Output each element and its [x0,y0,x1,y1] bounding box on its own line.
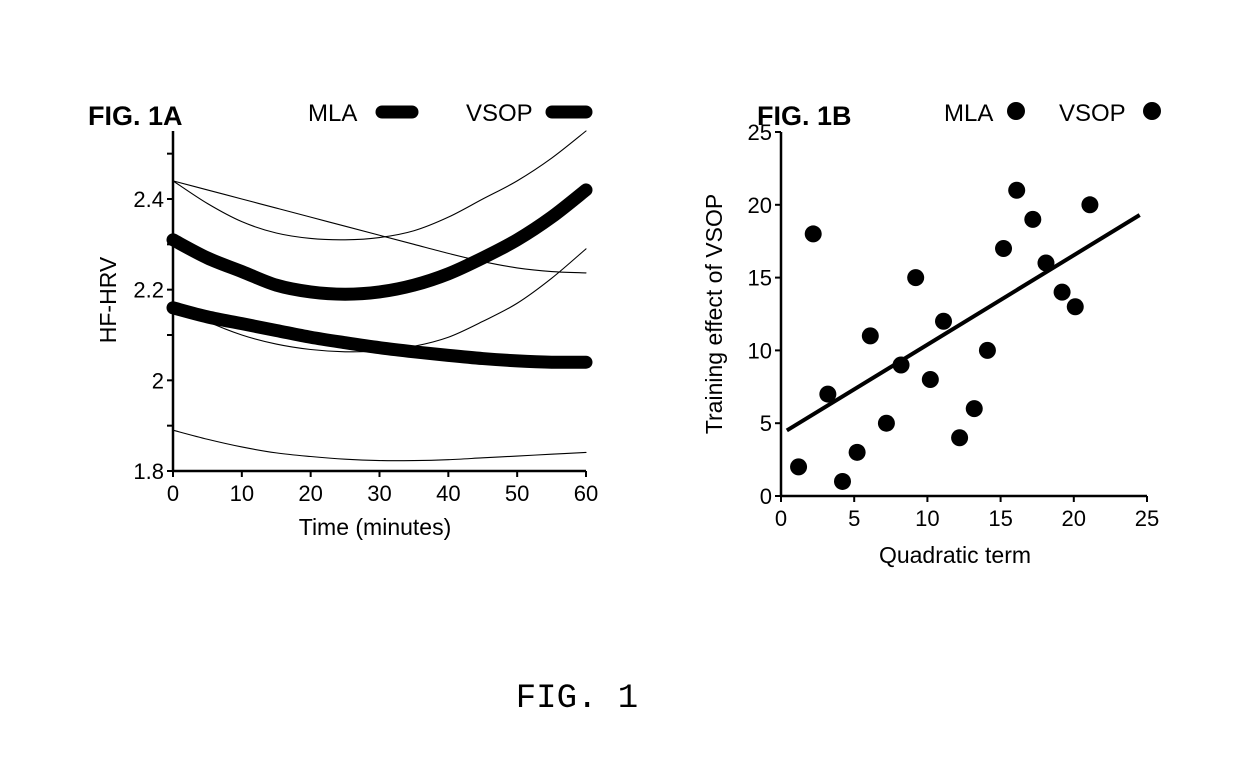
scatter-point [1037,254,1055,272]
x-axis-label-a: Time (minutes) [299,514,452,540]
x-tick-label: 30 [367,481,391,506]
y-tick-label: 2 [152,368,164,393]
scatter-point [848,443,866,461]
x-tick-label: 0 [775,506,787,531]
legend-b-vsop-marker [1143,102,1161,120]
scatter-point [978,341,996,359]
y-axis-label-b: Training effect of VSOP [701,194,727,434]
series-b [785,181,1141,490]
legend-b-vsop-label: VSOP [1059,100,1126,127]
x-tick-label: 15 [988,506,1012,531]
scatter-point [935,312,953,330]
scatter-point [1024,210,1042,228]
series-line-ci-lower-2 [172,429,587,462]
y-tick-label: 5 [760,411,772,436]
y-tick-label: 10 [748,338,772,363]
x-tick-label: 20 [1062,506,1086,531]
legend-b-mla-label: MLA [944,100,993,127]
series-line-ci-upper-1 [172,130,587,241]
scatter-point [1008,181,1026,199]
regression-line [785,213,1141,433]
scatter-point [995,239,1013,257]
y-tick-label: 2.2 [133,278,164,303]
panel-b-title: FIG. 1B [757,101,852,131]
scatter-point [790,458,808,476]
x-tick-label: 25 [1135,506,1159,531]
x-tick-label: 10 [230,481,254,506]
x-tick-label: 50 [505,481,529,506]
x-tick-label: 20 [298,481,322,506]
y-tick-label: 15 [748,266,772,291]
figure-caption: FIG. 1 [516,680,638,718]
scatter-point [804,225,822,243]
y-axis-label-a: HF-HRV [95,256,121,343]
scatter-point [1066,298,1084,316]
x-tick-label: 0 [167,481,179,506]
scatter-point [892,356,910,374]
y-tick-label: 0 [760,484,772,509]
scatter-point [861,327,879,345]
series-line-ci-upper-2 [172,180,587,274]
y-tick-label: 25 [748,120,772,145]
legend-a: MLA VSOP [308,100,593,127]
scatter-point [921,371,939,389]
x-tick-label: 10 [915,506,939,531]
y-tick-label: 1.8 [133,459,164,484]
scatter-point [907,269,925,287]
x-tick-label: 60 [574,481,598,506]
y-tick-label: 2.4 [133,187,164,212]
series-a [166,130,593,462]
scatter-point [1081,196,1099,214]
x-axis-label-b: Quadratic term [879,542,1031,568]
x-tick-label: 40 [436,481,460,506]
series-line-estimate-lower [166,301,593,369]
series-line-estimate-upper [166,183,593,301]
axes-b: 0 5 10 15 20 25 0 5 10 15 20 25 [748,120,1160,531]
panel-fig-1b: FIG. 1B MLA VSOP 0 5 10 15 20 25 0 5 10 15 20 25 Qu… [701,100,1161,568]
x-tick-label: 5 [848,506,860,531]
axes-a: 0 10 20 30 40 50 60 1.8 2 2.2 2.4 [133,131,598,506]
panel-fig-1a: FIG. 1A MLA VSOP 0 10 20 30 40 50 60 1.8 2 2.2 2.4… [88,100,598,540]
y-tick-label: 20 [748,193,772,218]
panel-a-title: FIG. 1A [88,101,183,131]
scatter-point [833,472,851,490]
scatter-point [951,429,969,447]
legend-b: MLA VSOP [944,100,1161,127]
scatter-point [819,385,837,403]
scatter-point [965,400,983,418]
legend-a-mla-label: MLA [308,100,357,127]
scatter-point [877,414,895,432]
scatter-point [1053,283,1071,301]
legend-a-vsop-label: VSOP [466,100,533,127]
legend-b-mla-marker [1007,102,1025,120]
